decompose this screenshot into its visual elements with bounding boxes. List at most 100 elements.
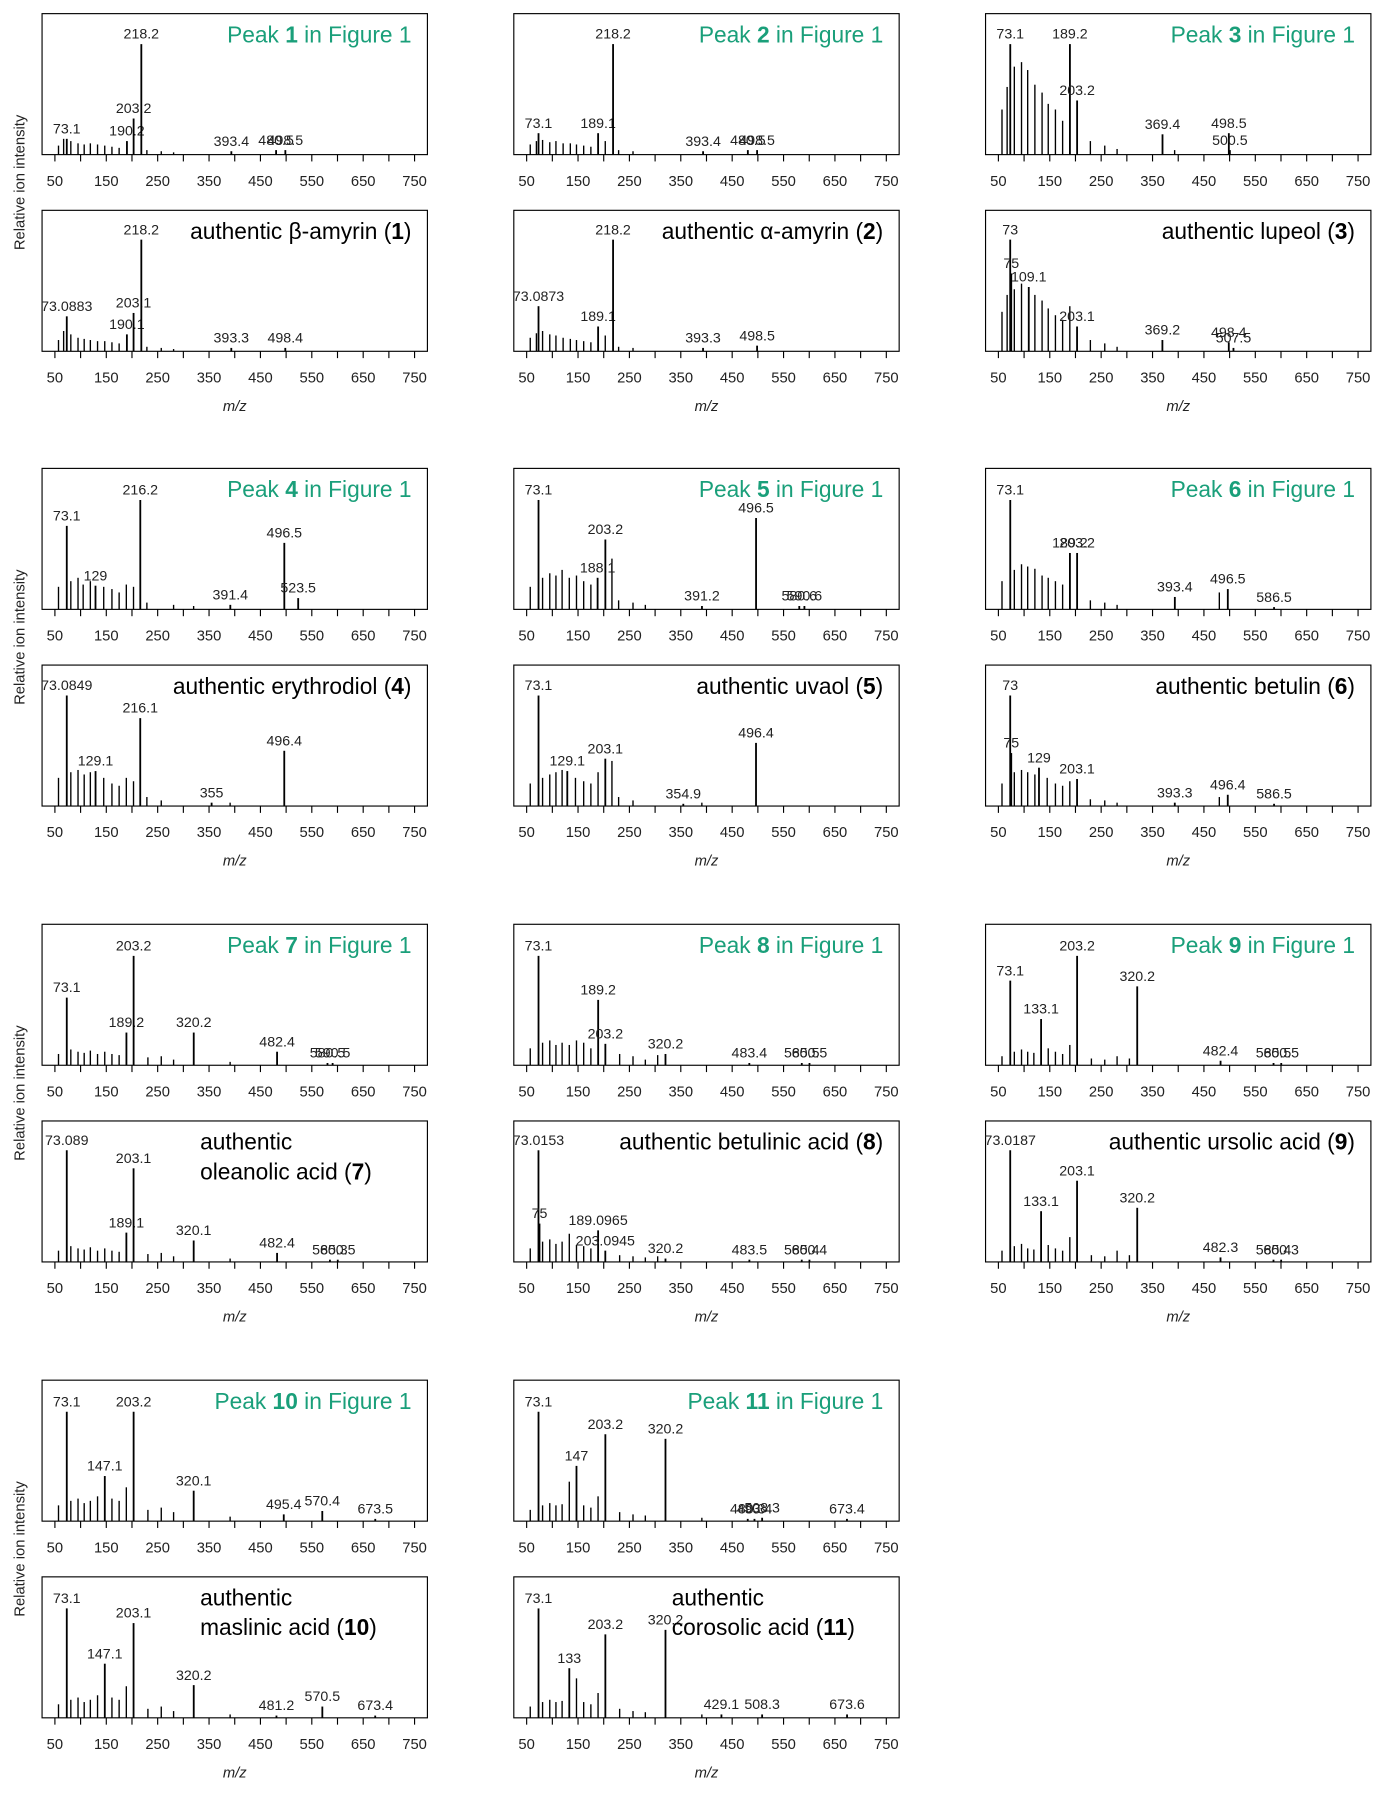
x-tick-label: 550: [1243, 174, 1268, 190]
x-tick-label: 650: [1294, 825, 1319, 841]
peak-label: 203.1: [1059, 1163, 1095, 1179]
title-part: 6: [1335, 673, 1348, 699]
peak-label: 585.3: [312, 1242, 348, 1258]
x-tick-label: 650: [823, 1084, 848, 1100]
title-part: 8: [757, 932, 770, 958]
peak-label: 393.3: [214, 331, 250, 347]
peak-label: 73.1: [525, 116, 553, 132]
x-tick-label: 250: [617, 1737, 642, 1753]
x-tick-label: 650: [351, 174, 376, 190]
peak-label: 73.1: [525, 483, 553, 499]
title-part: authentic lupeol (: [1162, 218, 1335, 244]
peak-label: 673.6: [829, 1697, 865, 1713]
title-part: Peak: [699, 932, 757, 958]
peak-label: 203.2: [588, 1417, 624, 1433]
panel: 50 150 250 350 450 550 650 750 73.1 189.2 203.2 369…: [984, 13, 1372, 190]
x-tick-label: 150: [1037, 1084, 1062, 1100]
title-part: 10: [273, 1388, 298, 1414]
x-tick-label: 50: [990, 629, 1006, 645]
title-part: 6: [1229, 476, 1242, 502]
x-tick-label: 350: [668, 1281, 693, 1297]
peak-label: 189.2: [1052, 27, 1088, 43]
peak-label: 493.4: [737, 1502, 773, 1518]
peak-label: 498.4: [268, 331, 304, 347]
title-part: in Figure 1: [1241, 932, 1355, 958]
x-tick-label: 250: [1089, 1281, 1114, 1297]
panel-title: Peak 8 in Figure 1: [699, 932, 883, 958]
x-tick-label: 650: [823, 1281, 848, 1297]
x-tick-label: 750: [874, 174, 899, 190]
peak-label: 369.4: [1145, 117, 1181, 133]
x-tick-label: 650: [823, 1737, 848, 1753]
peak-label: 393.3: [1157, 785, 1193, 801]
title-part: 2: [757, 21, 770, 47]
title-part: 9: [1335, 1129, 1348, 1155]
peak-label: 73.1: [525, 1591, 553, 1607]
peak-label: 189.1: [580, 116, 616, 132]
x-tick-label: 50: [990, 1084, 1006, 1100]
peak-label: 189.2: [1052, 536, 1088, 552]
x-tick-label: 550: [299, 629, 324, 645]
x-axis-label: m/z: [223, 1765, 247, 1781]
title-part: authentic: [200, 1585, 292, 1611]
x-tick-label: 150: [1037, 1281, 1062, 1297]
x-tick-label: 350: [1140, 825, 1165, 841]
peak-label: 585.4: [1256, 1242, 1292, 1258]
title-part: authentic β-amyrin (: [190, 218, 392, 244]
peak-label: 496.5: [738, 501, 774, 517]
x-axis-label: m/z: [223, 399, 247, 415]
peak-label: 73.1: [53, 121, 81, 137]
x-axis-label: m/z: [695, 854, 719, 870]
x-tick-label: 250: [1089, 1084, 1114, 1100]
peak-label: 498.5: [1211, 116, 1247, 132]
x-tick-label: 250: [617, 1540, 642, 1556]
peak-label: 393.4: [214, 134, 250, 150]
x-tick-label: 550: [299, 174, 324, 190]
peak-label: 320.2: [176, 1668, 212, 1684]
title-part: in Figure 1: [770, 932, 884, 958]
x-tick-label: 50: [990, 370, 1006, 386]
panel: 50 150 250 350 450 550 650 750 73.089 189.1 203.1 3…: [41, 1120, 428, 1326]
peak-label: 600.5: [1263, 1046, 1299, 1062]
panel: 50 150 250 350 450 550 650 750 73.1 188.1 203.2 391…: [513, 467, 900, 645]
x-tick-label: 250: [617, 174, 642, 190]
x-tick-label: 150: [566, 1737, 591, 1753]
x-tick-label: 550: [299, 1737, 324, 1753]
x-tick-label: 450: [248, 629, 273, 645]
panel: 50 150 250 350 450 550 650 750 73.0873 189.1 218.2…: [513, 209, 900, 415]
peak-label: 354.9: [666, 786, 702, 802]
title-part: Peak: [687, 1388, 745, 1414]
peak-label: 73.089: [45, 1133, 89, 1149]
title-part: ): [876, 218, 884, 244]
x-axis-label: m/z: [223, 854, 247, 870]
x-tick-label: 150: [94, 1737, 119, 1753]
peak-label: 133.1: [1023, 1002, 1059, 1018]
peak-label: 189.1: [109, 1215, 145, 1231]
x-tick-label: 750: [402, 825, 427, 841]
peak-label: 147: [565, 1449, 589, 1465]
peak-label: 203.2: [116, 939, 152, 955]
peak-label: 585.5: [784, 1046, 820, 1062]
title-part: ): [1347, 218, 1355, 244]
x-tick-label: 150: [94, 1084, 119, 1100]
peak-label: 507.5: [1216, 331, 1252, 347]
peak-label: 73.1: [53, 1394, 81, 1410]
peak-label: 190.2: [109, 124, 145, 140]
peak-label: 570.4: [305, 1494, 341, 1510]
x-tick-label: 350: [1140, 1281, 1165, 1297]
peak-label: 320.2: [648, 1613, 684, 1629]
x-tick-label: 550: [1243, 370, 1268, 386]
x-tick-label: 350: [197, 174, 222, 190]
x-tick-label: 150: [94, 1281, 119, 1297]
peak-label: 147.1: [87, 1459, 123, 1475]
panel: 50 150 250 350 450 550 650 750 73.0187 133.1203.1…: [985, 1120, 1372, 1326]
x-tick-label: 450: [720, 174, 745, 190]
title-part: in Figure 1: [1241, 476, 1355, 502]
panel-title: authentic uvaol (5): [696, 673, 883, 699]
x-tick-label: 350: [668, 1737, 693, 1753]
title-part: corosolic acid (: [672, 1614, 824, 1640]
x-tick-label: 750: [1346, 1084, 1371, 1100]
peak-label: 188.1: [580, 560, 616, 576]
x-tick-label: 550: [299, 370, 324, 386]
x-tick-label: 50: [47, 1540, 63, 1556]
